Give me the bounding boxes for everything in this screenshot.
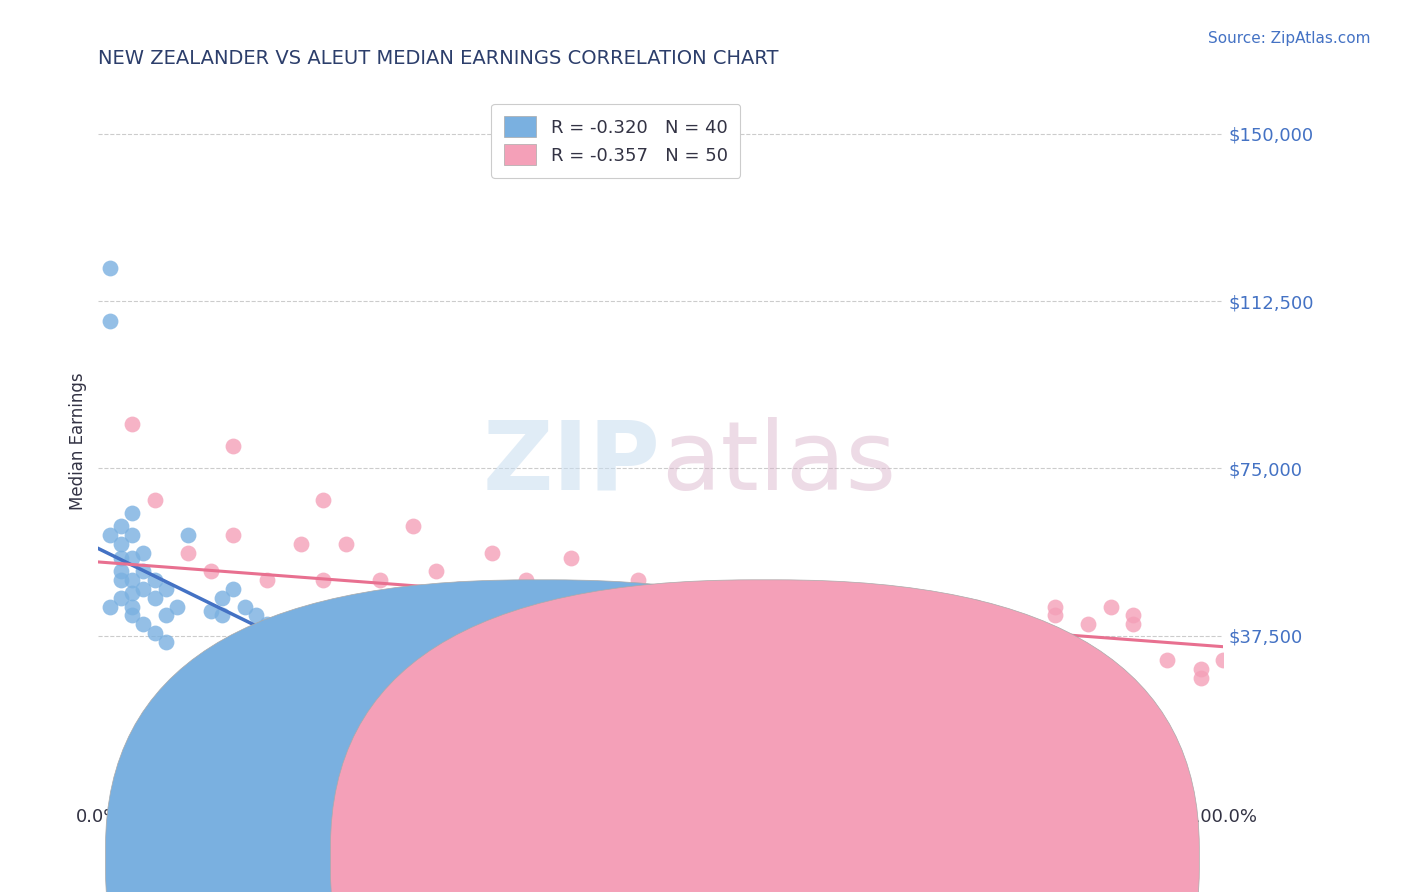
- Point: [233, 599, 256, 614]
- Point: [278, 617, 301, 632]
- Point: [1077, 617, 1099, 632]
- Point: [121, 417, 143, 431]
- Point: [200, 604, 222, 618]
- Point: [222, 439, 245, 453]
- Point: [740, 617, 762, 632]
- Point: [267, 626, 290, 640]
- Text: Aleuts: Aleuts: [780, 849, 837, 867]
- Point: [560, 550, 582, 565]
- Point: [132, 546, 155, 560]
- Point: [98, 528, 121, 542]
- Point: [1212, 653, 1234, 667]
- Point: [1189, 662, 1212, 676]
- Point: [335, 537, 357, 551]
- Point: [425, 564, 447, 578]
- Point: [290, 537, 312, 551]
- Text: ZIP: ZIP: [482, 417, 661, 509]
- Point: [222, 528, 245, 542]
- Text: Source: ZipAtlas.com: Source: ZipAtlas.com: [1208, 31, 1371, 46]
- Y-axis label: Median Earnings: Median Earnings: [69, 373, 87, 510]
- Point: [447, 582, 470, 596]
- Point: [650, 586, 672, 600]
- Point: [852, 617, 875, 632]
- Point: [312, 635, 335, 649]
- Point: [875, 617, 897, 632]
- Point: [1043, 608, 1066, 623]
- Point: [177, 528, 200, 542]
- Point: [222, 582, 245, 596]
- Point: [818, 599, 841, 614]
- Point: [672, 591, 695, 605]
- Point: [256, 617, 278, 632]
- Point: [931, 631, 953, 645]
- Point: [98, 599, 121, 614]
- Point: [593, 608, 616, 623]
- Point: [627, 573, 650, 587]
- Legend: R = -0.320   N = 40, R = -0.357   N = 50: R = -0.320 N = 40, R = -0.357 N = 50: [491, 103, 741, 178]
- Point: [560, 608, 582, 623]
- Point: [143, 591, 166, 605]
- Point: [177, 546, 200, 560]
- Point: [121, 608, 143, 623]
- Point: [256, 573, 278, 587]
- Point: [110, 573, 132, 587]
- Point: [290, 626, 312, 640]
- Point: [121, 506, 143, 520]
- Point: [132, 564, 155, 578]
- Point: [515, 573, 537, 587]
- Point: [1156, 653, 1178, 667]
- Point: [121, 528, 143, 542]
- Point: [98, 260, 121, 275]
- Point: [706, 599, 728, 614]
- Point: [211, 591, 233, 605]
- Point: [1043, 599, 1066, 614]
- Point: [650, 640, 672, 654]
- Point: [143, 626, 166, 640]
- Point: [965, 599, 987, 614]
- Point: [132, 582, 155, 596]
- Point: [425, 599, 447, 614]
- Point: [368, 573, 391, 587]
- Point: [931, 595, 953, 609]
- Point: [785, 591, 807, 605]
- Text: New Zealanders: New Zealanders: [558, 849, 704, 867]
- Point: [1010, 617, 1032, 632]
- Text: NEW ZEALANDER VS ALEUT MEDIAN EARNINGS CORRELATION CHART: NEW ZEALANDER VS ALEUT MEDIAN EARNINGS C…: [98, 48, 779, 68]
- Point: [537, 595, 560, 609]
- Point: [200, 564, 222, 578]
- Point: [1122, 608, 1144, 623]
- Point: [481, 546, 503, 560]
- Point: [98, 314, 121, 328]
- Point: [1099, 599, 1122, 614]
- Point: [155, 608, 177, 623]
- Point: [312, 492, 335, 507]
- Point: [121, 573, 143, 587]
- Point: [143, 492, 166, 507]
- Point: [1189, 671, 1212, 685]
- Point: [312, 573, 335, 587]
- Point: [166, 599, 188, 614]
- Point: [987, 617, 1010, 632]
- Text: atlas: atlas: [661, 417, 896, 509]
- Point: [110, 550, 132, 565]
- Point: [402, 519, 425, 533]
- Point: [155, 635, 177, 649]
- Point: [110, 564, 132, 578]
- Point: [121, 586, 143, 600]
- Point: [245, 608, 267, 623]
- Point: [132, 617, 155, 632]
- Point: [1122, 617, 1144, 632]
- Point: [110, 519, 132, 533]
- Point: [110, 537, 132, 551]
- Point: [143, 573, 166, 587]
- Point: [121, 599, 143, 614]
- Point: [762, 608, 785, 623]
- Point: [121, 550, 143, 565]
- Point: [110, 591, 132, 605]
- Point: [897, 599, 920, 614]
- Point: [155, 582, 177, 596]
- Point: [785, 582, 807, 596]
- Point: [211, 608, 233, 623]
